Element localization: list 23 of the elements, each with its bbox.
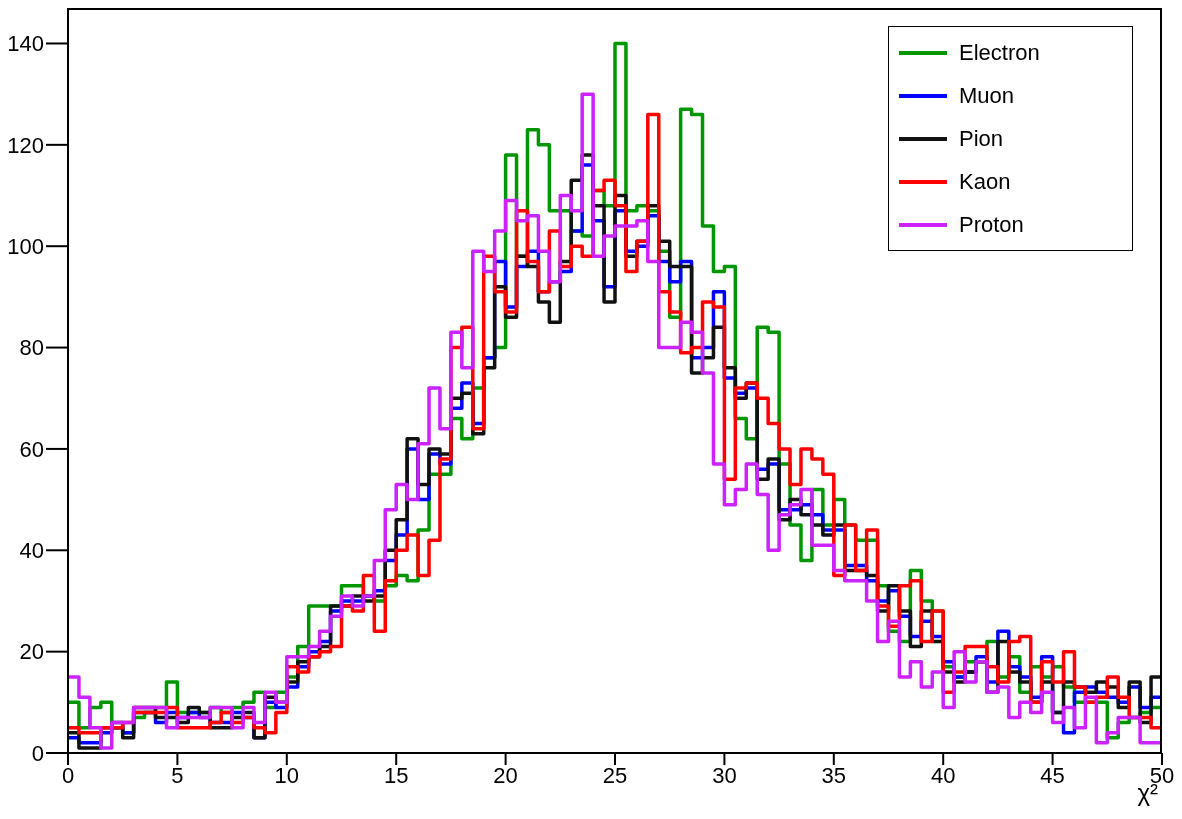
- x-tick-label: 15: [383, 762, 409, 788]
- legend-label: Electron: [959, 39, 1040, 66]
- legend-label: Pion: [959, 125, 1004, 152]
- y-tick-label: 100: [7, 234, 44, 260]
- legend-label: Kaon: [959, 168, 1011, 195]
- x-tick-label: 30: [712, 762, 737, 788]
- x-tick-label: 45: [1040, 762, 1065, 788]
- x-tick-label: 35: [821, 762, 847, 788]
- y-tick-label: 120: [7, 132, 44, 158]
- y-tick-label: 0: [31, 740, 44, 766]
- legend-label: Muon: [959, 82, 1015, 109]
- y-tick-label: 40: [19, 538, 44, 564]
- y-tick-label: 80: [19, 335, 44, 361]
- x-tick-label: 5: [171, 762, 184, 788]
- y-tick-label: 140: [7, 31, 44, 57]
- y-tick-label: 60: [19, 436, 44, 462]
- legend-label: Proton: [959, 211, 1024, 238]
- x-tick-label: 10: [274, 762, 300, 788]
- x-tick-label: 40: [930, 762, 956, 788]
- y-tick-label: 20: [19, 639, 44, 665]
- x-tick-label: 20: [493, 762, 518, 788]
- x-tick-label: 25: [602, 762, 628, 788]
- x-tick-label: 0: [61, 762, 75, 788]
